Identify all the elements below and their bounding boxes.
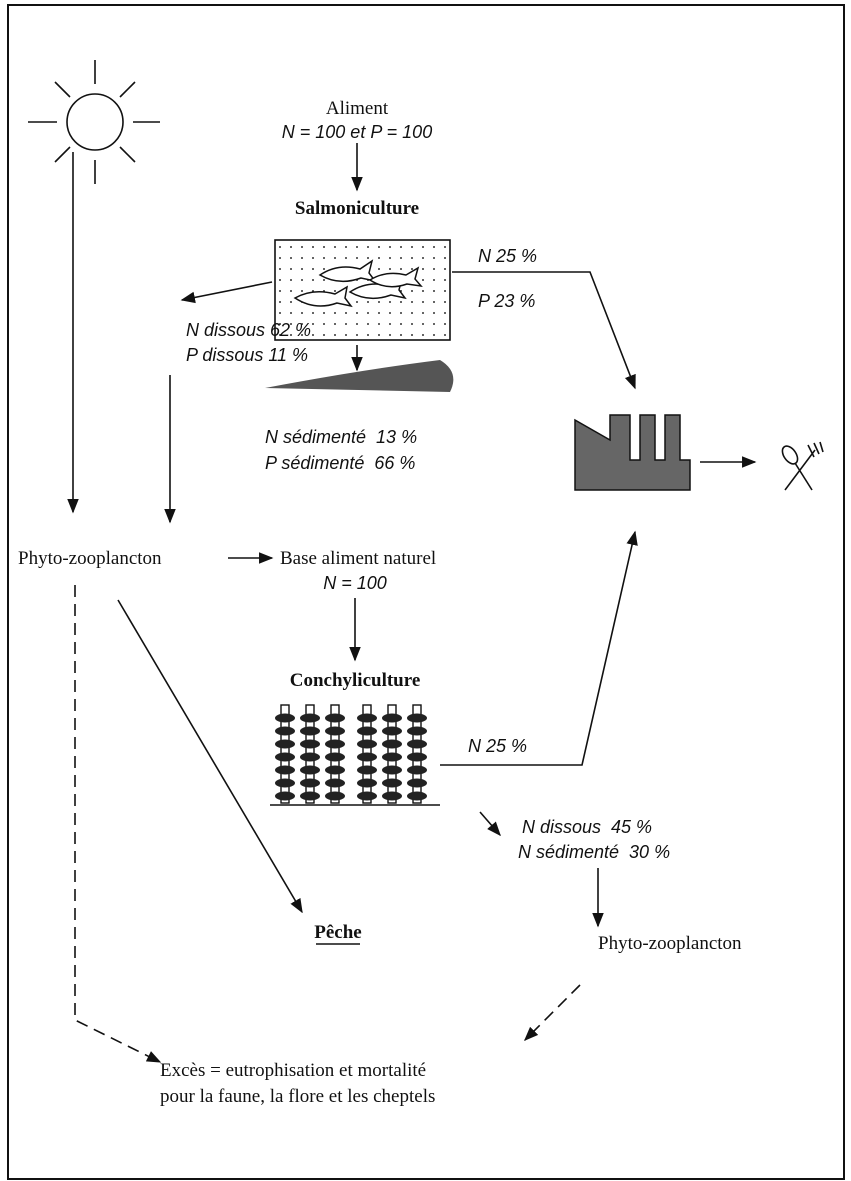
rope-part: [382, 765, 402, 775]
label: P 23 %: [478, 291, 535, 311]
rope-part: [300, 778, 320, 788]
label: Salmoniculture: [295, 198, 419, 219]
cutlery: [781, 441, 824, 491]
label: N dissous 45 %: [522, 817, 652, 837]
frame: [7, 4, 845, 1180]
rope-part: [325, 765, 345, 775]
rope-part: [325, 752, 345, 762]
label: Excès = eutrophisation et mortalité: [160, 1060, 426, 1081]
label: N 25 %: [478, 246, 537, 266]
label: Phyto-zooplancton: [18, 548, 162, 569]
rope-part: [357, 752, 377, 762]
label: N sédimenté 13 %: [265, 427, 417, 447]
rope-part: [357, 726, 377, 736]
rope-part: [325, 778, 345, 788]
label: Conchyliculture: [290, 670, 421, 691]
label: Phyto-zooplancton: [598, 933, 742, 954]
factory: [574, 414, 691, 491]
rope-part: [382, 791, 402, 801]
rope-part: [275, 726, 295, 736]
rope-part: [382, 739, 402, 749]
rope-part: [275, 739, 295, 749]
rope-part: [357, 791, 377, 801]
rope-part: [300, 752, 320, 762]
rope-part: [357, 713, 377, 723]
label: N = 100: [323, 573, 387, 593]
rope-part: [275, 765, 295, 775]
label: N 25 %: [468, 736, 527, 756]
rope-part: [300, 791, 320, 801]
rope-part: [357, 765, 377, 775]
sun: [28, 60, 160, 184]
rope-part: [382, 726, 402, 736]
label: Aliment: [326, 98, 389, 119]
label: N = 100 et P = 100: [282, 122, 432, 142]
rope-part: [325, 713, 345, 723]
label: pour la faune, la flore et les cheptels: [160, 1086, 435, 1107]
rope-part: [407, 778, 427, 788]
label: P dissous 11 %: [186, 345, 308, 365]
rope-part: [407, 752, 427, 762]
rope-part: [275, 778, 295, 788]
rope-part: [325, 739, 345, 749]
rope-part: [300, 739, 320, 749]
rope-part: [407, 713, 427, 723]
rope-part: [325, 726, 345, 736]
label: Pêche: [314, 922, 361, 943]
label: N sédimenté 30 %: [518, 842, 670, 862]
fish: [293, 259, 423, 308]
rope-part: [300, 713, 320, 723]
rope-part: [382, 778, 402, 788]
rope-part: [300, 726, 320, 736]
rope-part: [382, 713, 402, 723]
label: Base aliment naturel: [280, 548, 436, 569]
rope-part: [407, 726, 427, 736]
label: N dissous 62 %: [186, 320, 311, 340]
rope-part: [357, 739, 377, 749]
rope-part: [275, 752, 295, 762]
rope-part: [407, 765, 427, 775]
rope-part: [357, 778, 377, 788]
shellfish-ropes: [275, 704, 427, 804]
arrows: [67, 143, 757, 1063]
rope-part: [325, 791, 345, 801]
rope-part: [275, 791, 295, 801]
rope-part: [407, 791, 427, 801]
rope-part: [407, 739, 427, 749]
rope-part: [275, 713, 295, 723]
sediment: [265, 360, 454, 392]
rope-part: [300, 765, 320, 775]
rope-part: [382, 752, 402, 762]
label: P sédimenté 66 %: [265, 453, 415, 473]
